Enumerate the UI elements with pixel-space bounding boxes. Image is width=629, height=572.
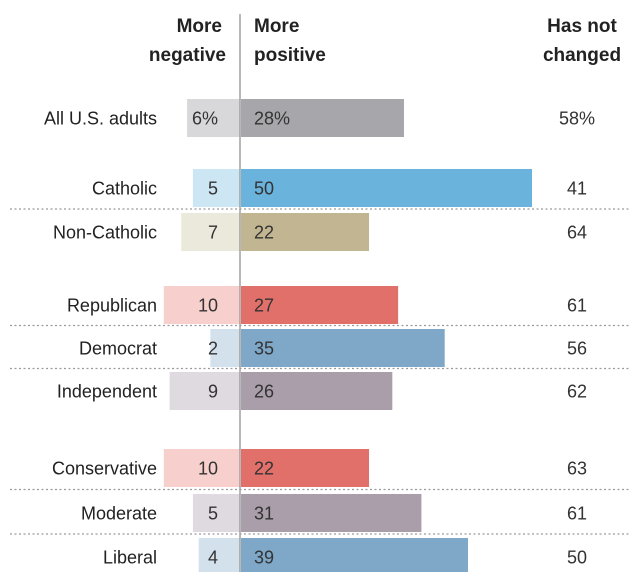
value-unchanged-independent: 62 <box>567 382 587 402</box>
value-unchanged-republican: 61 <box>567 296 587 316</box>
header-positive-line1: More <box>254 16 299 37</box>
category-label-independent: Independent <box>57 382 157 402</box>
bar-negative-republican <box>163 286 240 324</box>
bar-negative-moderate <box>192 494 240 532</box>
value-unchanged-liberal: 50 <box>567 548 587 568</box>
value-positive-conservative: 22 <box>254 459 274 479</box>
bar-positive-non-catholic <box>241 213 370 251</box>
value-negative-independent: 9 <box>208 382 218 402</box>
category-label-liberal: Liberal <box>103 548 157 568</box>
value-negative-moderate: 5 <box>208 504 218 524</box>
value-positive-non-catholic: 22 <box>254 223 274 243</box>
value-unchanged-all-u-s-adults: 58% <box>559 109 595 129</box>
value-positive-liberal: 39 <box>254 548 274 568</box>
bar-positive-liberal <box>241 538 468 572</box>
value-positive-moderate: 31 <box>254 504 274 524</box>
category-label-moderate: Moderate <box>81 504 157 524</box>
bar-positive-catholic <box>241 169 532 207</box>
value-unchanged-catholic: 41 <box>567 179 587 199</box>
bar-negative-conservative <box>163 449 240 487</box>
category-label-democrat: Democrat <box>79 339 157 359</box>
value-negative-liberal: 4 <box>208 548 218 568</box>
bar-negative-catholic <box>192 169 240 207</box>
header-negative-line2: negative <box>149 45 226 66</box>
bar-negative-democrat <box>210 329 240 367</box>
header-positive-line2: positive <box>254 45 326 66</box>
value-unchanged-democrat: 56 <box>567 339 587 359</box>
value-negative-conservative: 10 <box>198 459 218 479</box>
value-negative-all-u-s-adults: 6% <box>192 109 218 129</box>
bar-negative-all-u-s-adults <box>187 99 240 137</box>
value-negative-non-catholic: 7 <box>208 223 218 243</box>
value-negative-democrat: 2 <box>208 339 218 359</box>
category-label-republican: Republican <box>67 296 157 316</box>
value-unchanged-moderate: 61 <box>567 504 587 524</box>
header-unchanged-line2: changed <box>543 45 621 66</box>
bar-negative-non-catholic <box>181 213 240 251</box>
value-positive-republican: 27 <box>254 296 274 316</box>
bar-positive-all-u-s-adults <box>241 99 404 137</box>
category-label-non-catholic: Non-Catholic <box>53 223 157 243</box>
bar-negative-liberal <box>198 538 240 572</box>
category-label-catholic: Catholic <box>92 179 157 199</box>
bar-positive-democrat <box>241 329 445 367</box>
header-unchanged-line1: Has not <box>547 16 617 37</box>
bar-positive-conservative <box>241 449 370 487</box>
bar-positive-republican <box>241 286 399 324</box>
rows-layer: All U.S. adults 6% 28% 58% Catholic 5 50 41 Non-… <box>10 99 629 572</box>
value-negative-republican: 10 <box>198 296 218 316</box>
bar-positive-independent <box>241 372 393 410</box>
category-label-conservative: Conservative <box>52 459 157 479</box>
value-negative-catholic: 5 <box>208 179 218 199</box>
bar-positive-moderate <box>241 494 422 532</box>
value-positive-all-u-s-adults: 28% <box>254 109 290 129</box>
column-headers: More negative More positive Has not chan… <box>149 16 621 66</box>
value-unchanged-non-catholic: 64 <box>567 223 587 243</box>
bar-negative-independent <box>169 372 240 410</box>
header-negative-line1: More <box>177 16 222 37</box>
value-positive-democrat: 35 <box>254 339 274 359</box>
value-positive-catholic: 50 <box>254 179 274 199</box>
value-unchanged-conservative: 63 <box>567 459 587 479</box>
value-positive-independent: 26 <box>254 382 274 402</box>
category-label-all-u-s-adults: All U.S. adults <box>44 109 157 129</box>
